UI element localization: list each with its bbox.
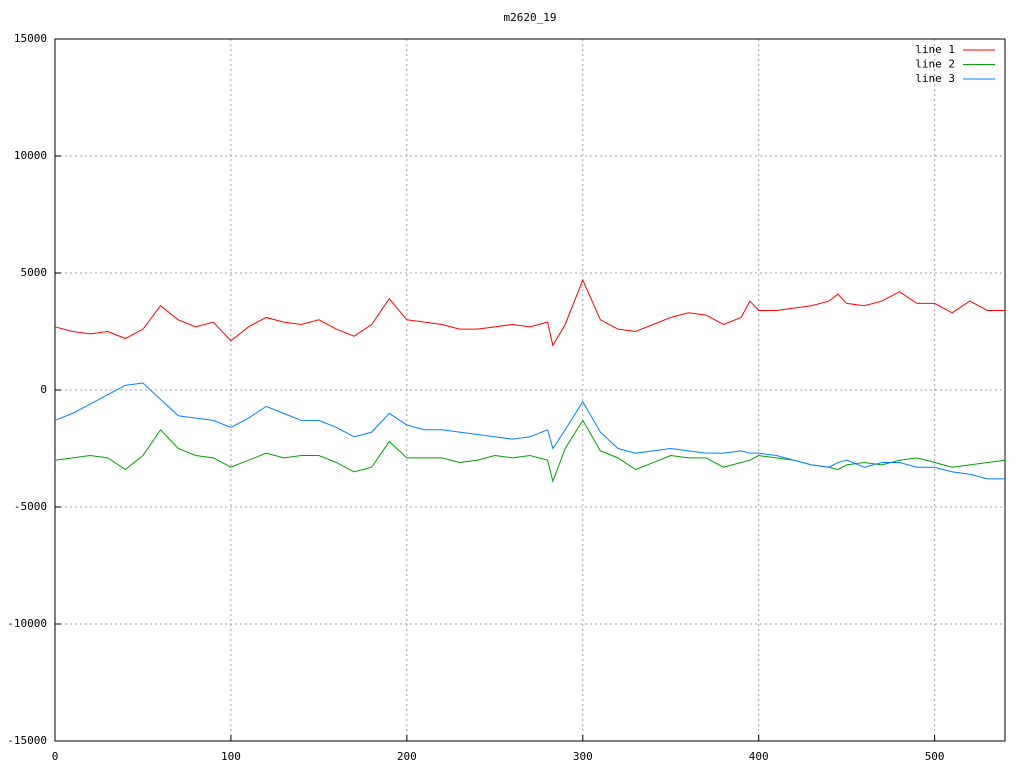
x-tick-label: 0 bbox=[52, 750, 59, 763]
legend-label: line 2 bbox=[915, 58, 955, 71]
x-tick-label: 500 bbox=[925, 750, 945, 763]
data-line bbox=[54, 382, 1005, 480]
plot-frame bbox=[54, 38, 1006, 742]
x-tick-label: 200 bbox=[397, 750, 417, 763]
y-tick-label: 0 bbox=[40, 383, 47, 396]
y-tick-label: -5000 bbox=[14, 500, 47, 513]
legend-label: line 3 bbox=[915, 72, 955, 85]
y-tick-label: 15000 bbox=[14, 32, 47, 45]
x-tick-label: 300 bbox=[573, 750, 593, 763]
y-tick-label: -15000 bbox=[7, 734, 47, 747]
legend-label: line 1 bbox=[915, 43, 955, 56]
y-tick-label: -10000 bbox=[7, 617, 47, 630]
x-tick-label: 400 bbox=[749, 750, 769, 763]
data-line bbox=[54, 278, 1005, 347]
x-tick-label: 100 bbox=[221, 750, 241, 763]
chart-title: m2620_19 bbox=[504, 11, 557, 24]
y-tick-label: 5000 bbox=[21, 266, 48, 279]
y-tick-label: 10000 bbox=[14, 149, 47, 162]
data-line bbox=[54, 419, 1006, 483]
